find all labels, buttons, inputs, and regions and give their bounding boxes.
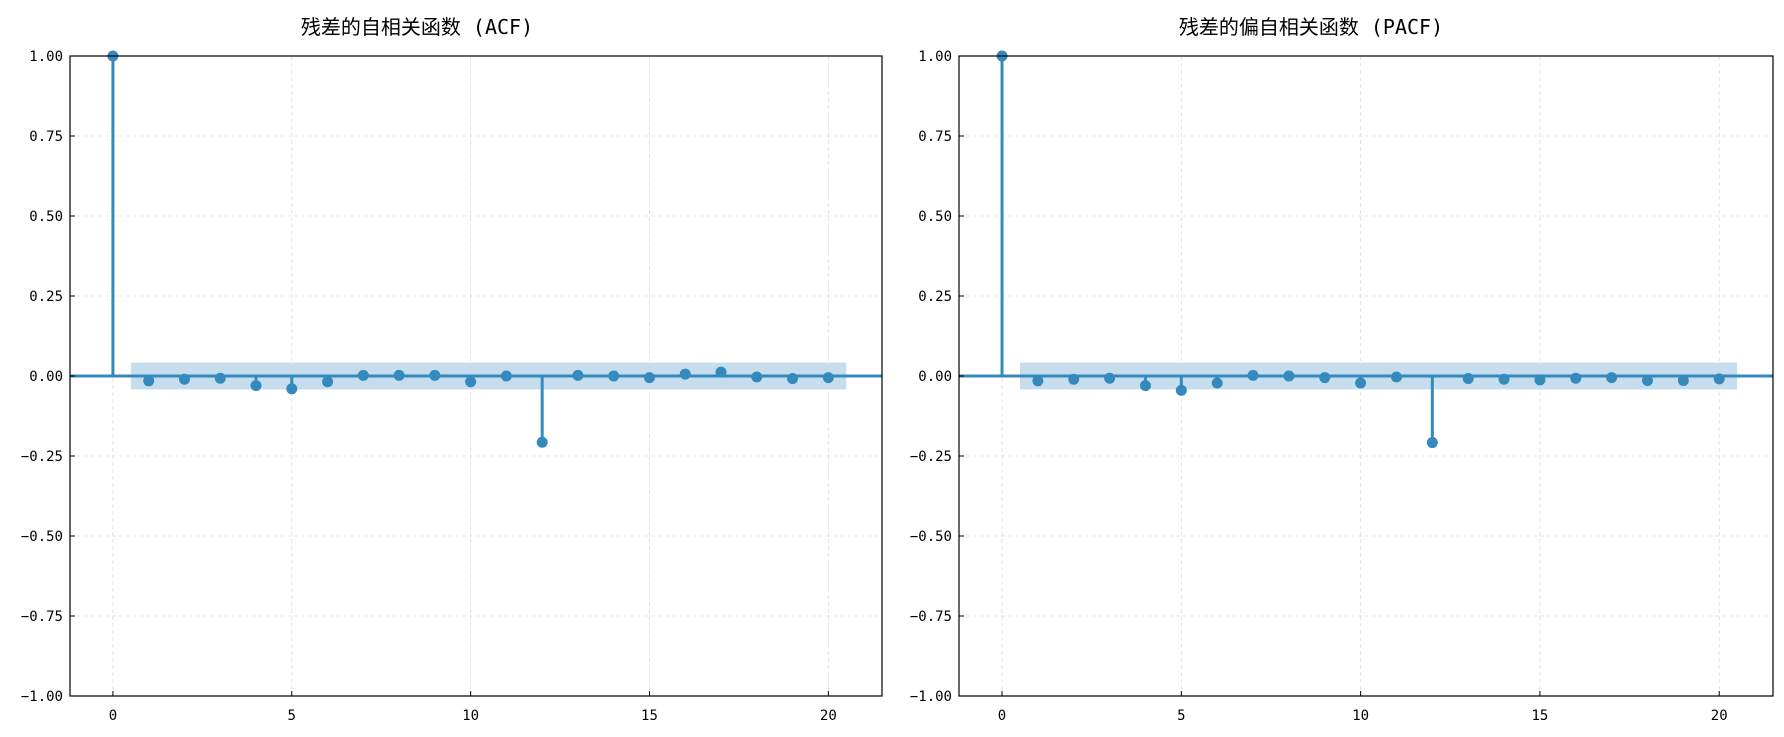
acf-stem-marker	[357, 369, 369, 381]
acf-y-tick-label: 0.25	[29, 289, 63, 305]
acf-y-tick-label: 1.00	[29, 49, 63, 65]
pacf-stem-marker	[1498, 373, 1510, 385]
pacf-stem-marker	[1247, 369, 1259, 381]
acf-stem-marker	[250, 380, 262, 392]
acf-stem-marker	[536, 436, 548, 448]
pacf-chart-title: 残差的偏自相关函数 (PACF)	[1179, 15, 1443, 39]
acf-stem-marker	[787, 373, 799, 385]
pacf-stem-marker	[1641, 374, 1653, 386]
acf-y-tick-label: 0.75	[29, 129, 63, 145]
pacf-y-tick-label: 0.50	[918, 209, 952, 225]
pacf-stems	[996, 50, 1725, 449]
pacf-stem-marker	[1139, 380, 1151, 392]
pacf-x-ticks: 0 5 10 15 20	[998, 691, 1728, 724]
pacf-stem-marker	[1211, 377, 1223, 389]
acf-x-tick-label: 0	[109, 708, 117, 724]
pacf-x-tick-label: 5	[1177, 708, 1185, 724]
acf-x-tick-label: 20	[820, 708, 837, 724]
pacf-stem-marker	[1175, 384, 1187, 396]
acf-chart-panel: 残差的自相关函数 (ACF) 1.00 0.75 0.50 0.25 0.00 −0.25…	[0, 0, 892, 733]
acf-stem-marker	[822, 372, 834, 384]
acf-x-ticks: 0 5 10 15 20	[109, 691, 837, 724]
acf-stem-marker	[679, 368, 691, 380]
acf-stem-marker	[500, 370, 512, 382]
pacf-stem-marker	[1713, 373, 1725, 385]
acf-stem-marker	[715, 366, 727, 378]
pacf-y-tick-label: −0.75	[910, 609, 952, 625]
pacf-stem-marker	[1462, 373, 1474, 385]
acf-chart: 残差的自相关函数 (ACF) 1.00 0.75 0.50 0.25 0.00 −0.25…	[21, 15, 883, 724]
pacf-chart-panel: 残差的偏自相关函数 (PACF) 1.00 0.75 0.50 0.25 0.00 −0.…	[889, 0, 1781, 733]
pacf-y-tick-label: 0.75	[918, 129, 952, 145]
acf-stem-marker	[608, 370, 620, 382]
acf-y-tick-label: −0.25	[21, 449, 63, 465]
pacf-stem-marker	[1032, 375, 1044, 387]
pacf-chart: 残差的偏自相关函数 (PACF) 1.00 0.75 0.50 0.25 0.00 −0.…	[910, 15, 1774, 724]
acf-stem-marker	[322, 376, 334, 388]
pacf-y-tick-label: −1.00	[910, 689, 952, 705]
acf-stem-marker	[465, 376, 477, 388]
acf-stem-marker	[393, 369, 405, 381]
acf-y-tick-label: −0.75	[21, 609, 63, 625]
acf-y-tick-label: −1.00	[21, 689, 63, 705]
pacf-stem-marker	[1677, 374, 1689, 386]
acf-stems	[107, 50, 834, 448]
acf-x-tick-label: 10	[462, 708, 479, 724]
acf-stem-marker	[214, 372, 226, 384]
pacf-y-tick-label: 1.00	[918, 49, 952, 65]
pacf-x-tick-label: 0	[998, 708, 1006, 724]
pacf-stem-marker	[1319, 372, 1331, 384]
acf-stem-marker	[572, 369, 584, 381]
pacf-stem-marker	[1390, 371, 1402, 383]
acf-stem-marker	[751, 371, 763, 383]
pacf-y-tick-label: −0.25	[910, 449, 952, 465]
pacf-x-tick-label: 20	[1711, 708, 1728, 724]
pacf-y-tick-label: 0.25	[918, 289, 952, 305]
pacf-x-tick-label: 15	[1531, 708, 1548, 724]
pacf-stem-marker	[1606, 372, 1618, 384]
pacf-stem-marker	[1570, 372, 1582, 384]
acf-y-tick-label: 0.00	[29, 369, 63, 385]
acf-y-ticks: 1.00 0.75 0.50 0.25 0.00 −0.25 −0.50 −0.75 −1.00	[21, 49, 75, 705]
pacf-stem-marker	[1283, 370, 1295, 382]
acf-stem-marker	[286, 383, 298, 395]
acf-stem-marker	[429, 369, 441, 381]
pacf-stem-marker	[1426, 437, 1438, 449]
pacf-y-tick-label: 0.00	[918, 369, 952, 385]
pacf-y-ticks: 1.00 0.75 0.50 0.25 0.00 −0.25 −0.50 −0.75 −1.00	[910, 49, 964, 705]
pacf-stem-marker	[1355, 377, 1367, 389]
acf-x-tick-label: 5	[288, 708, 296, 724]
acf-chart-title: 残差的自相关函数 (ACF)	[301, 15, 533, 39]
acf-stem-marker	[643, 372, 655, 384]
acf-stem-marker	[143, 375, 155, 387]
pacf-x-tick-label: 10	[1352, 708, 1369, 724]
acf-y-tick-label: 0.50	[29, 209, 63, 225]
pacf-stem-marker	[1068, 373, 1080, 385]
acf-y-tick-label: −0.50	[21, 529, 63, 545]
pacf-stem-marker	[1104, 372, 1116, 384]
pacf-y-tick-label: −0.50	[910, 529, 952, 545]
acf-stem-marker	[178, 373, 190, 385]
acf-x-tick-label: 15	[641, 708, 658, 724]
pacf-stem-marker	[1534, 374, 1546, 386]
